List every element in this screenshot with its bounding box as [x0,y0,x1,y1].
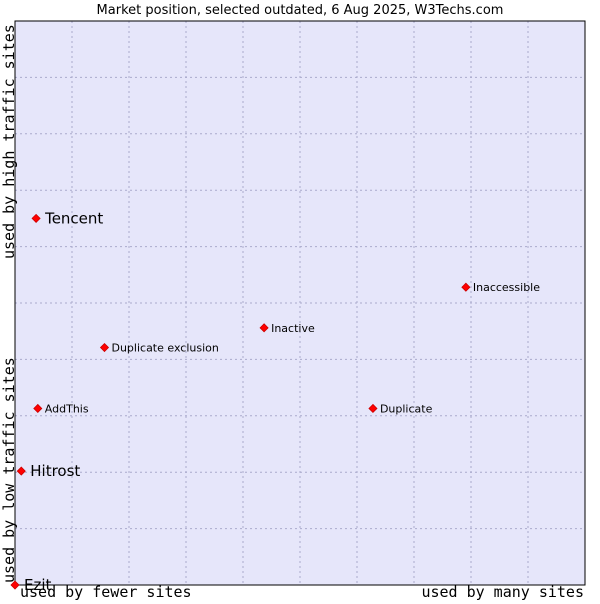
data-point-duplicate-exclusion: Duplicate exclusion [99,342,219,355]
y-axis-high-label: used by high traffic sites [0,24,18,259]
point-marker [259,323,269,333]
chart-title: Market position, selected outdated, 6 Au… [97,3,504,18]
point-label: Inactive [271,322,315,335]
point-marker [368,403,378,414]
point-label: Inaccessible [473,281,540,294]
y-axis-low-label: used by low traffic sites [0,357,18,583]
data-point-inaccessible: Inaccessible [461,281,540,294]
data-point-addthis: AddThis [33,402,89,415]
data-point-duplicate: Duplicate [368,402,433,415]
point-label: Ezit [24,576,52,594]
point-label: Tencent [44,209,103,227]
point-marker [10,580,20,590]
point-label: Hitrost [30,462,80,480]
point-label: AddThis [45,402,89,415]
point-marker [16,466,26,476]
data-point-ezit: Ezit [10,576,52,594]
data-points: Tencent Inaccessible Inactive Duplicate exc… [10,209,540,594]
point-label: Duplicate exclusion [111,342,218,355]
data-point-tencent: Tencent [31,209,103,227]
data-point-hitrost: Hitrost [16,462,80,480]
grid-lines [15,21,585,585]
data-point-inactive: Inactive [259,322,315,335]
x-axis-low-label: used by fewer sites [20,583,192,600]
point-marker [99,342,110,353]
point-label: Duplicate [380,402,433,415]
point-marker [33,403,43,414]
plot-border [14,20,586,586]
point-marker [461,282,471,292]
point-marker [31,213,41,223]
x-axis-high-label: used by many sites [421,583,584,600]
